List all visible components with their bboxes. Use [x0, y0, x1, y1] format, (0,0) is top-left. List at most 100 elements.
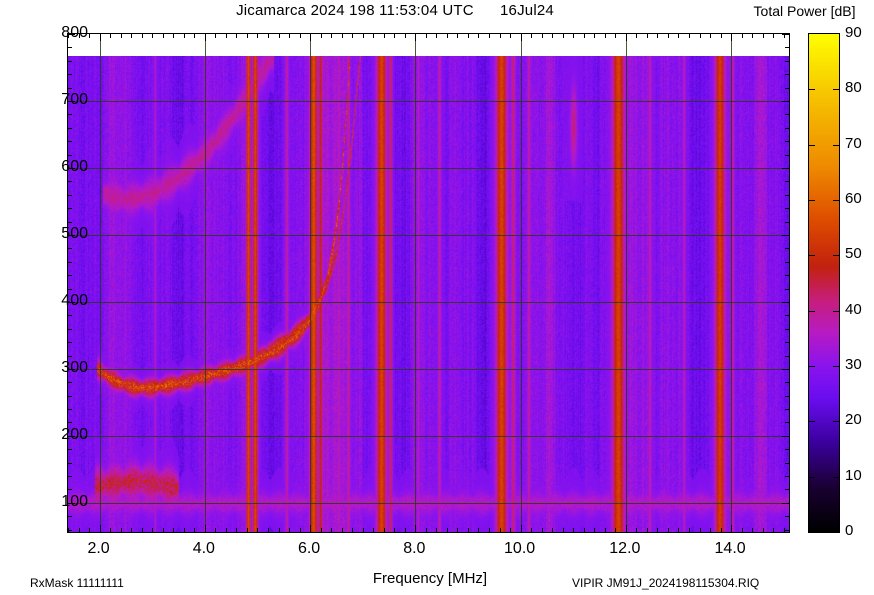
x-tick-minor-top	[152, 34, 153, 38]
rxmask-footer: RxMask 11111111	[30, 576, 124, 590]
x-tick-minor	[289, 528, 290, 532]
y-tick-minor-right	[785, 342, 789, 343]
x-tick-major	[205, 525, 206, 532]
colorbar-tick	[809, 311, 815, 312]
y-tick-minor	[68, 476, 72, 477]
x-tick-minor-top	[373, 34, 374, 38]
y-tick-minor-right	[785, 382, 789, 383]
x-tick-minor-top	[110, 34, 111, 38]
x-tick-minor	[752, 528, 753, 532]
x-tick-minor	[257, 528, 258, 532]
x-tick-minor-top	[552, 34, 553, 38]
x-tick-label: 14.0	[714, 540, 746, 557]
x-tick-minor-top	[352, 34, 353, 38]
x-tick-minor-top	[173, 34, 174, 38]
colorbar-tick	[809, 421, 815, 422]
y-tick-minor-right	[785, 47, 789, 48]
y-tick-minor	[68, 74, 72, 75]
y-tick-minor	[68, 88, 72, 89]
x-tick-minor	[563, 528, 564, 532]
x-tick-major-top	[310, 34, 311, 41]
y-tick-major	[68, 302, 75, 303]
x-tick-minor	[468, 528, 469, 532]
colorbar-tick-label: 80	[845, 79, 862, 96]
x-tick-minor	[163, 528, 164, 532]
gridline-vertical	[205, 34, 206, 532]
x-tick-minor-top	[668, 34, 669, 38]
y-tick-minor	[68, 516, 72, 517]
x-tick-minor-top	[636, 34, 637, 38]
x-tick-minor	[636, 528, 637, 532]
x-tick-minor-top	[384, 34, 385, 38]
y-tick-minor-right	[785, 463, 789, 464]
y-tick-minor-right	[785, 208, 789, 209]
y-tick-minor	[68, 342, 72, 343]
x-tick-minor-top	[436, 34, 437, 38]
x-tick-minor-top	[68, 34, 69, 38]
x-tick-minor	[573, 528, 574, 532]
x-tick-minor-top	[447, 34, 448, 38]
colorbar	[808, 33, 840, 533]
x-tick-minor-top	[394, 34, 395, 38]
y-tick-minor	[68, 463, 72, 464]
x-tick-minor-top	[300, 34, 301, 38]
x-tick-minor-top	[721, 34, 722, 38]
x-tick-minor	[394, 528, 395, 532]
y-tick-minor-right	[785, 141, 789, 142]
colorbar-tick	[833, 366, 839, 367]
y-tick-label: 800	[61, 24, 88, 41]
x-tick-major-top	[415, 34, 416, 41]
x-tick-minor-top	[131, 34, 132, 38]
y-tick-minor	[68, 409, 72, 410]
colorbar-title: Total Power [dB]	[753, 3, 856, 19]
x-tick-minor	[279, 528, 280, 532]
y-tick-minor	[68, 141, 72, 142]
x-tick-minor-top	[268, 34, 269, 38]
gridline-vertical	[100, 34, 101, 532]
x-tick-minor-top	[289, 34, 290, 38]
y-tick-major-right	[782, 436, 789, 437]
x-tick-minor-top	[710, 34, 711, 38]
y-tick-minor-right	[785, 88, 789, 89]
x-tick-minor	[215, 528, 216, 532]
y-tick-minor	[68, 128, 72, 129]
y-tick-major-right	[782, 235, 789, 236]
y-tick-minor-right	[785, 114, 789, 115]
y-tick-minor	[68, 208, 72, 209]
y-tick-minor	[68, 275, 72, 276]
x-tick-minor	[742, 528, 743, 532]
x-tick-minor	[436, 528, 437, 532]
y-tick-label: 400	[61, 291, 88, 309]
x-tick-minor-top	[594, 34, 595, 38]
x-tick-minor-top	[510, 34, 511, 38]
page-title: Jicamarca 2024 198 11:53:04 UTC 16Jul24	[236, 2, 554, 19]
x-tick-minor	[426, 528, 427, 532]
y-tick-minor-right	[785, 356, 789, 357]
gridline-horizontal	[68, 369, 789, 370]
x-tick-minor	[689, 528, 690, 532]
x-tick-minor-top	[331, 34, 332, 38]
y-tick-minor	[68, 47, 72, 48]
x-tick-minor	[447, 528, 448, 532]
x-tick-minor	[268, 528, 269, 532]
x-tick-minor-top	[279, 34, 280, 38]
colorbar-tick-label: 10	[845, 467, 862, 484]
y-tick-major-right	[782, 34, 789, 35]
x-tick-major	[100, 525, 101, 532]
colorbar-tick-label: 30	[845, 356, 862, 373]
x-tick-minor-top	[163, 34, 164, 38]
x-tick-minor-top	[605, 34, 606, 38]
x-tick-minor-top	[321, 34, 322, 38]
x-tick-label: 4.0	[192, 540, 215, 557]
y-tick-major	[68, 34, 75, 35]
x-tick-minor	[457, 528, 458, 532]
y-tick-minor	[68, 396, 72, 397]
gridline-vertical	[731, 34, 732, 532]
x-tick-major-top	[626, 34, 627, 41]
y-tick-minor-right	[785, 248, 789, 249]
colorbar-tick	[833, 477, 839, 478]
x-tick-minor-top	[405, 34, 406, 38]
x-tick-minor-top	[363, 34, 364, 38]
x-tick-minor-top	[563, 34, 564, 38]
y-tick-minor-right	[785, 476, 789, 477]
